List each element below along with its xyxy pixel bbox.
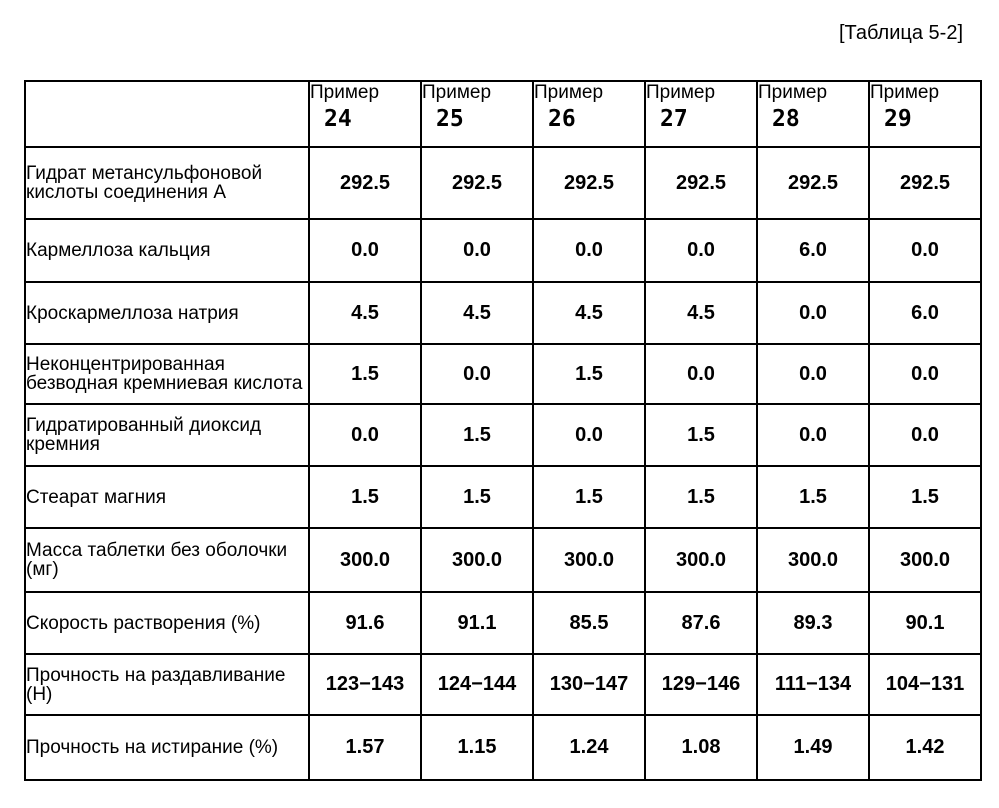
table-cell: 0.0: [869, 219, 981, 282]
table-cell: 300.0: [869, 528, 981, 592]
table-cell: 300.0: [309, 528, 421, 592]
column-header: Пример28: [757, 81, 869, 147]
table-cell: 1.5: [421, 404, 533, 466]
table-cell: 1.5: [533, 466, 645, 528]
table-cell: 0.0: [757, 282, 869, 344]
row-label: Неконцентрированная безводная кремниевая…: [25, 344, 309, 404]
table-row: Гидратированный диоксид кремния 0.0 1.5 …: [25, 404, 981, 466]
table-row: Неконцентрированная безводная кремниевая…: [25, 344, 981, 404]
table-cell: 1.5: [309, 466, 421, 528]
row-label: Масса таблетки без оболочки (мг): [25, 528, 309, 592]
table-cell: 1.5: [309, 344, 421, 404]
table-row: Масса таблетки без оболочки (мг) 300.0 3…: [25, 528, 981, 592]
table-cell: 4.5: [421, 282, 533, 344]
row-label: Гидратированный диоксид кремния: [25, 404, 309, 466]
table-cell: 104−131: [869, 654, 981, 715]
table-cell: 0.0: [645, 219, 757, 282]
table-cell: 0.0: [421, 344, 533, 404]
table-row: Стеарат магния 1.5 1.5 1.5 1.5 1.5 1.5: [25, 466, 981, 528]
table-cell: 91.1: [421, 592, 533, 654]
table-cell: 300.0: [533, 528, 645, 592]
table-cell: 0.0: [757, 344, 869, 404]
table-row: Кроскармеллоза натрия 4.5 4.5 4.5 4.5 0.…: [25, 282, 981, 344]
table-cell: 4.5: [533, 282, 645, 344]
table-cell: 292.5: [421, 147, 533, 219]
table-cell: 85.5: [533, 592, 645, 654]
table-cell: 87.6: [645, 592, 757, 654]
table-cell: 4.5: [309, 282, 421, 344]
table-cell: 1.57: [309, 715, 421, 780]
table-cell: 1.24: [533, 715, 645, 780]
table-cell: 0.0: [309, 219, 421, 282]
table-row: Гидрат метансульфоновой кислоты соединен…: [25, 147, 981, 219]
table-cell: 292.5: [645, 147, 757, 219]
table-cell: 0.0: [309, 404, 421, 466]
table-row: Прочность на истирание (%) 1.57 1.15 1.2…: [25, 715, 981, 780]
table-cell: 1.5: [757, 466, 869, 528]
table-cell: 91.6: [309, 592, 421, 654]
column-header: Пример24: [309, 81, 421, 147]
table-cell: 1.5: [645, 404, 757, 466]
table-cell: 292.5: [533, 147, 645, 219]
table-cell: 89.3: [757, 592, 869, 654]
table-caption: [Таблица 5-2]: [839, 22, 963, 45]
table-cell: 0.0: [757, 404, 869, 466]
table-cell: 129−146: [645, 654, 757, 715]
table-cell: 0.0: [869, 344, 981, 404]
table-cell: 0.0: [869, 404, 981, 466]
table-cell: 292.5: [757, 147, 869, 219]
row-label: Прочность на истирание (%): [25, 715, 309, 780]
corner-cell: [25, 81, 309, 147]
table-cell: 123−143: [309, 654, 421, 715]
table-cell: 124−144: [421, 654, 533, 715]
table-cell: 4.5: [645, 282, 757, 344]
column-header: Пример26: [533, 81, 645, 147]
table-cell: 1.49: [757, 715, 869, 780]
row-label: Кармеллоза кальция: [25, 219, 309, 282]
row-label: Скорость растворения (%): [25, 592, 309, 654]
table-cell: 0.0: [533, 404, 645, 466]
column-header: Пример27: [645, 81, 757, 147]
table-cell: 1.15: [421, 715, 533, 780]
table-cell: 90.1: [869, 592, 981, 654]
table-row: Прочность на раздавливание (Н) 123−143 1…: [25, 654, 981, 715]
table-cell: 1.08: [645, 715, 757, 780]
table-cell: 0.0: [421, 219, 533, 282]
table-cell: 1.5: [869, 466, 981, 528]
table-cell: 0.0: [533, 219, 645, 282]
data-table: Пример24 Пример25 Пример26 Пример27 Прим…: [24, 80, 982, 781]
table-cell: 1.5: [645, 466, 757, 528]
row-label: Гидрат метансульфоновой кислоты соединен…: [25, 147, 309, 219]
table-row: Кармеллоза кальция 0.0 0.0 0.0 0.0 6.0 0…: [25, 219, 981, 282]
table-cell: 300.0: [645, 528, 757, 592]
table-cell: 300.0: [421, 528, 533, 592]
table-cell: 292.5: [309, 147, 421, 219]
row-label: Прочность на раздавливание (Н): [25, 654, 309, 715]
table-cell: 6.0: [869, 282, 981, 344]
table-cell: 6.0: [757, 219, 869, 282]
table-cell: 292.5: [869, 147, 981, 219]
table-cell: 1.5: [421, 466, 533, 528]
table-cell: 1.42: [869, 715, 981, 780]
row-label: Стеарат магния: [25, 466, 309, 528]
table-row: Скорость растворения (%) 91.6 91.1 85.5 …: [25, 592, 981, 654]
row-label: Кроскармеллоза натрия: [25, 282, 309, 344]
header-row: Пример24 Пример25 Пример26 Пример27 Прим…: [25, 81, 981, 147]
table-cell: 130−147: [533, 654, 645, 715]
table-cell: 300.0: [757, 528, 869, 592]
table-cell: 1.5: [533, 344, 645, 404]
table-cell: 111−134: [757, 654, 869, 715]
column-header: Пример29: [869, 81, 981, 147]
table-cell: 0.0: [645, 344, 757, 404]
column-header: Пример25: [421, 81, 533, 147]
